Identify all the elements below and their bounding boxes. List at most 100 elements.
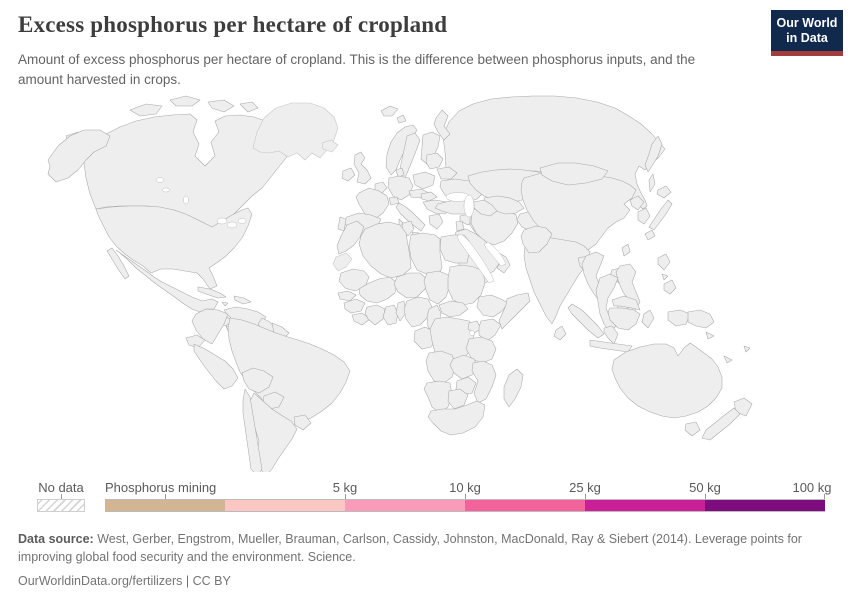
country-south-korea[interactable]: [637, 207, 651, 225]
country-svalbard-2[interactable]: [396, 114, 407, 124]
country-russia-kamchatka[interactable]: [644, 135, 663, 173]
country-ecuador[interactable]: [185, 334, 206, 349]
country-botswana[interactable]: [447, 388, 469, 410]
country-uk[interactable]: [353, 151, 372, 185]
country-mozambique[interactable]: [471, 360, 497, 404]
country-sweden[interactable]: [398, 132, 421, 181]
country-arctic-islands-4[interactable]: [239, 101, 259, 113]
country-denmark[interactable]: [395, 167, 405, 178]
country-germany[interactable]: [387, 175, 414, 201]
country-mexico-baja[interactable]: [106, 247, 130, 280]
legend-swatch-10-25kg[interactable]: [465, 499, 585, 512]
country-japan-hokkaido[interactable]: [656, 185, 672, 199]
country-fiji[interactable]: [743, 345, 751, 353]
country-turkmenistan[interactable]: [473, 199, 498, 217]
country-australia[interactable]: [611, 342, 723, 419]
country-borneo-indonesia[interactable]: [607, 307, 641, 331]
country-zambia[interactable]: [449, 354, 479, 380]
country-usa[interactable]: [95, 205, 253, 290]
country-sierra-leone-liberia[interactable]: [351, 312, 371, 326]
country-mexico[interactable]: [115, 249, 219, 313]
country-ghana[interactable]: [382, 304, 399, 326]
country-somalia[interactable]: [498, 292, 531, 330]
country-morocco[interactable]: [336, 220, 365, 255]
legend-swatch-5-10kg[interactable]: [345, 499, 465, 512]
country-jamaica[interactable]: [221, 301, 229, 307]
country-sulawesi[interactable]: [641, 309, 655, 329]
country-brazil[interactable]: [227, 317, 351, 428]
legend-swatch-0-5kg[interactable]: [225, 499, 345, 512]
country-libya[interactable]: [408, 232, 443, 277]
country-uganda[interactable]: [467, 320, 482, 334]
country-japan-kyushu[interactable]: [644, 229, 656, 241]
country-ivory-coast[interactable]: [364, 304, 386, 326]
country-ireland[interactable]: [341, 167, 356, 182]
country-solomon-islands[interactable]: [705, 331, 715, 340]
country-iceland[interactable]: [321, 139, 339, 153]
country-sudan[interactable]: [447, 264, 486, 306]
country-angola[interactable]: [425, 350, 457, 384]
country-belarus[interactable]: [436, 166, 458, 180]
country-chad[interactable]: [423, 270, 451, 305]
country-western-sahara[interactable]: [332, 252, 353, 272]
country-jordan-israel[interactable]: [455, 220, 465, 232]
legend-swatch-50-100kg[interactable]: [705, 499, 825, 512]
country-hungary[interactable]: [420, 191, 438, 202]
country-tanzania[interactable]: [465, 336, 497, 364]
legend-swatch-25-50kg[interactable]: [585, 499, 705, 512]
country-new-caledonia[interactable]: [723, 355, 733, 364]
country-togo-benin[interactable]: [395, 300, 407, 322]
owid-logo[interactable]: Our World in Data: [771, 10, 843, 56]
country-peru[interactable]: [193, 343, 239, 390]
country-baltics[interactable]: [425, 152, 444, 170]
country-java[interactable]: [589, 339, 633, 353]
country-senegal[interactable]: [337, 290, 357, 302]
country-west-papua[interactable]: [667, 309, 691, 327]
country-greece[interactable]: [428, 213, 444, 230]
country-india[interactable]: [523, 235, 591, 325]
country-arctic-islands-3[interactable]: [207, 99, 235, 113]
country-colombia[interactable]: [191, 308, 229, 345]
country-japan-honshu[interactable]: [648, 199, 673, 231]
country-uruguay[interactable]: [293, 414, 312, 431]
country-niger[interactable]: [393, 272, 428, 299]
country-greenland[interactable]: [252, 102, 339, 161]
country-kenya[interactable]: [478, 318, 502, 342]
country-pakistan[interactable]: [520, 225, 553, 254]
country-ethiopia[interactable]: [476, 294, 509, 318]
legend-swatch-mining[interactable]: [105, 499, 225, 512]
country-namibia[interactable]: [423, 380, 453, 414]
country-tasmania[interactable]: [684, 421, 701, 437]
country-mongolia[interactable]: [539, 162, 609, 186]
country-france[interactable]: [355, 187, 390, 220]
footer-link[interactable]: OurWorldinData.org/fertilizers | CC BY: [18, 573, 231, 588]
country-italy[interactable]: [395, 202, 426, 232]
country-arctic-islands-2[interactable]: [169, 95, 201, 107]
country-south-africa[interactable]: [427, 400, 486, 436]
country-malaysia[interactable]: [603, 325, 619, 345]
country-algeria[interactable]: [358, 221, 412, 279]
country-central-african-republic[interactable]: [438, 300, 469, 318]
country-philippines-mindanao[interactable]: [663, 279, 677, 295]
country-philippines-visayas[interactable]: [661, 273, 669, 281]
country-nigeria[interactable]: [403, 296, 433, 328]
country-arctic-islands-1[interactable]: [129, 103, 163, 117]
country-guinea[interactable]: [343, 298, 366, 314]
country-borneo-malaysia[interactable]: [611, 295, 641, 311]
country-russia-novaya-zemlya[interactable]: [433, 109, 451, 141]
country-madagascar[interactable]: [503, 368, 524, 408]
country-new-zealand-south[interactable]: [701, 407, 741, 441]
country-russia-sakhalin[interactable]: [648, 173, 656, 193]
country-papua-new-guinea[interactable]: [687, 309, 715, 329]
country-sumatra[interactable]: [567, 303, 605, 339]
country-poland[interactable]: [412, 171, 436, 190]
country-hispaniola[interactable]: [233, 295, 252, 305]
country-cuba[interactable]: [197, 286, 227, 299]
country-philippines-luzon[interactable]: [657, 253, 671, 271]
legend-swatch-no-data[interactable]: [37, 499, 85, 512]
country-bolivia[interactable]: [241, 367, 274, 394]
country-alaska[interactable]: [47, 129, 111, 183]
country-taiwan[interactable]: [621, 243, 631, 257]
country-switzerland[interactable]: [388, 196, 400, 206]
country-sri-lanka[interactable]: [553, 325, 567, 341]
